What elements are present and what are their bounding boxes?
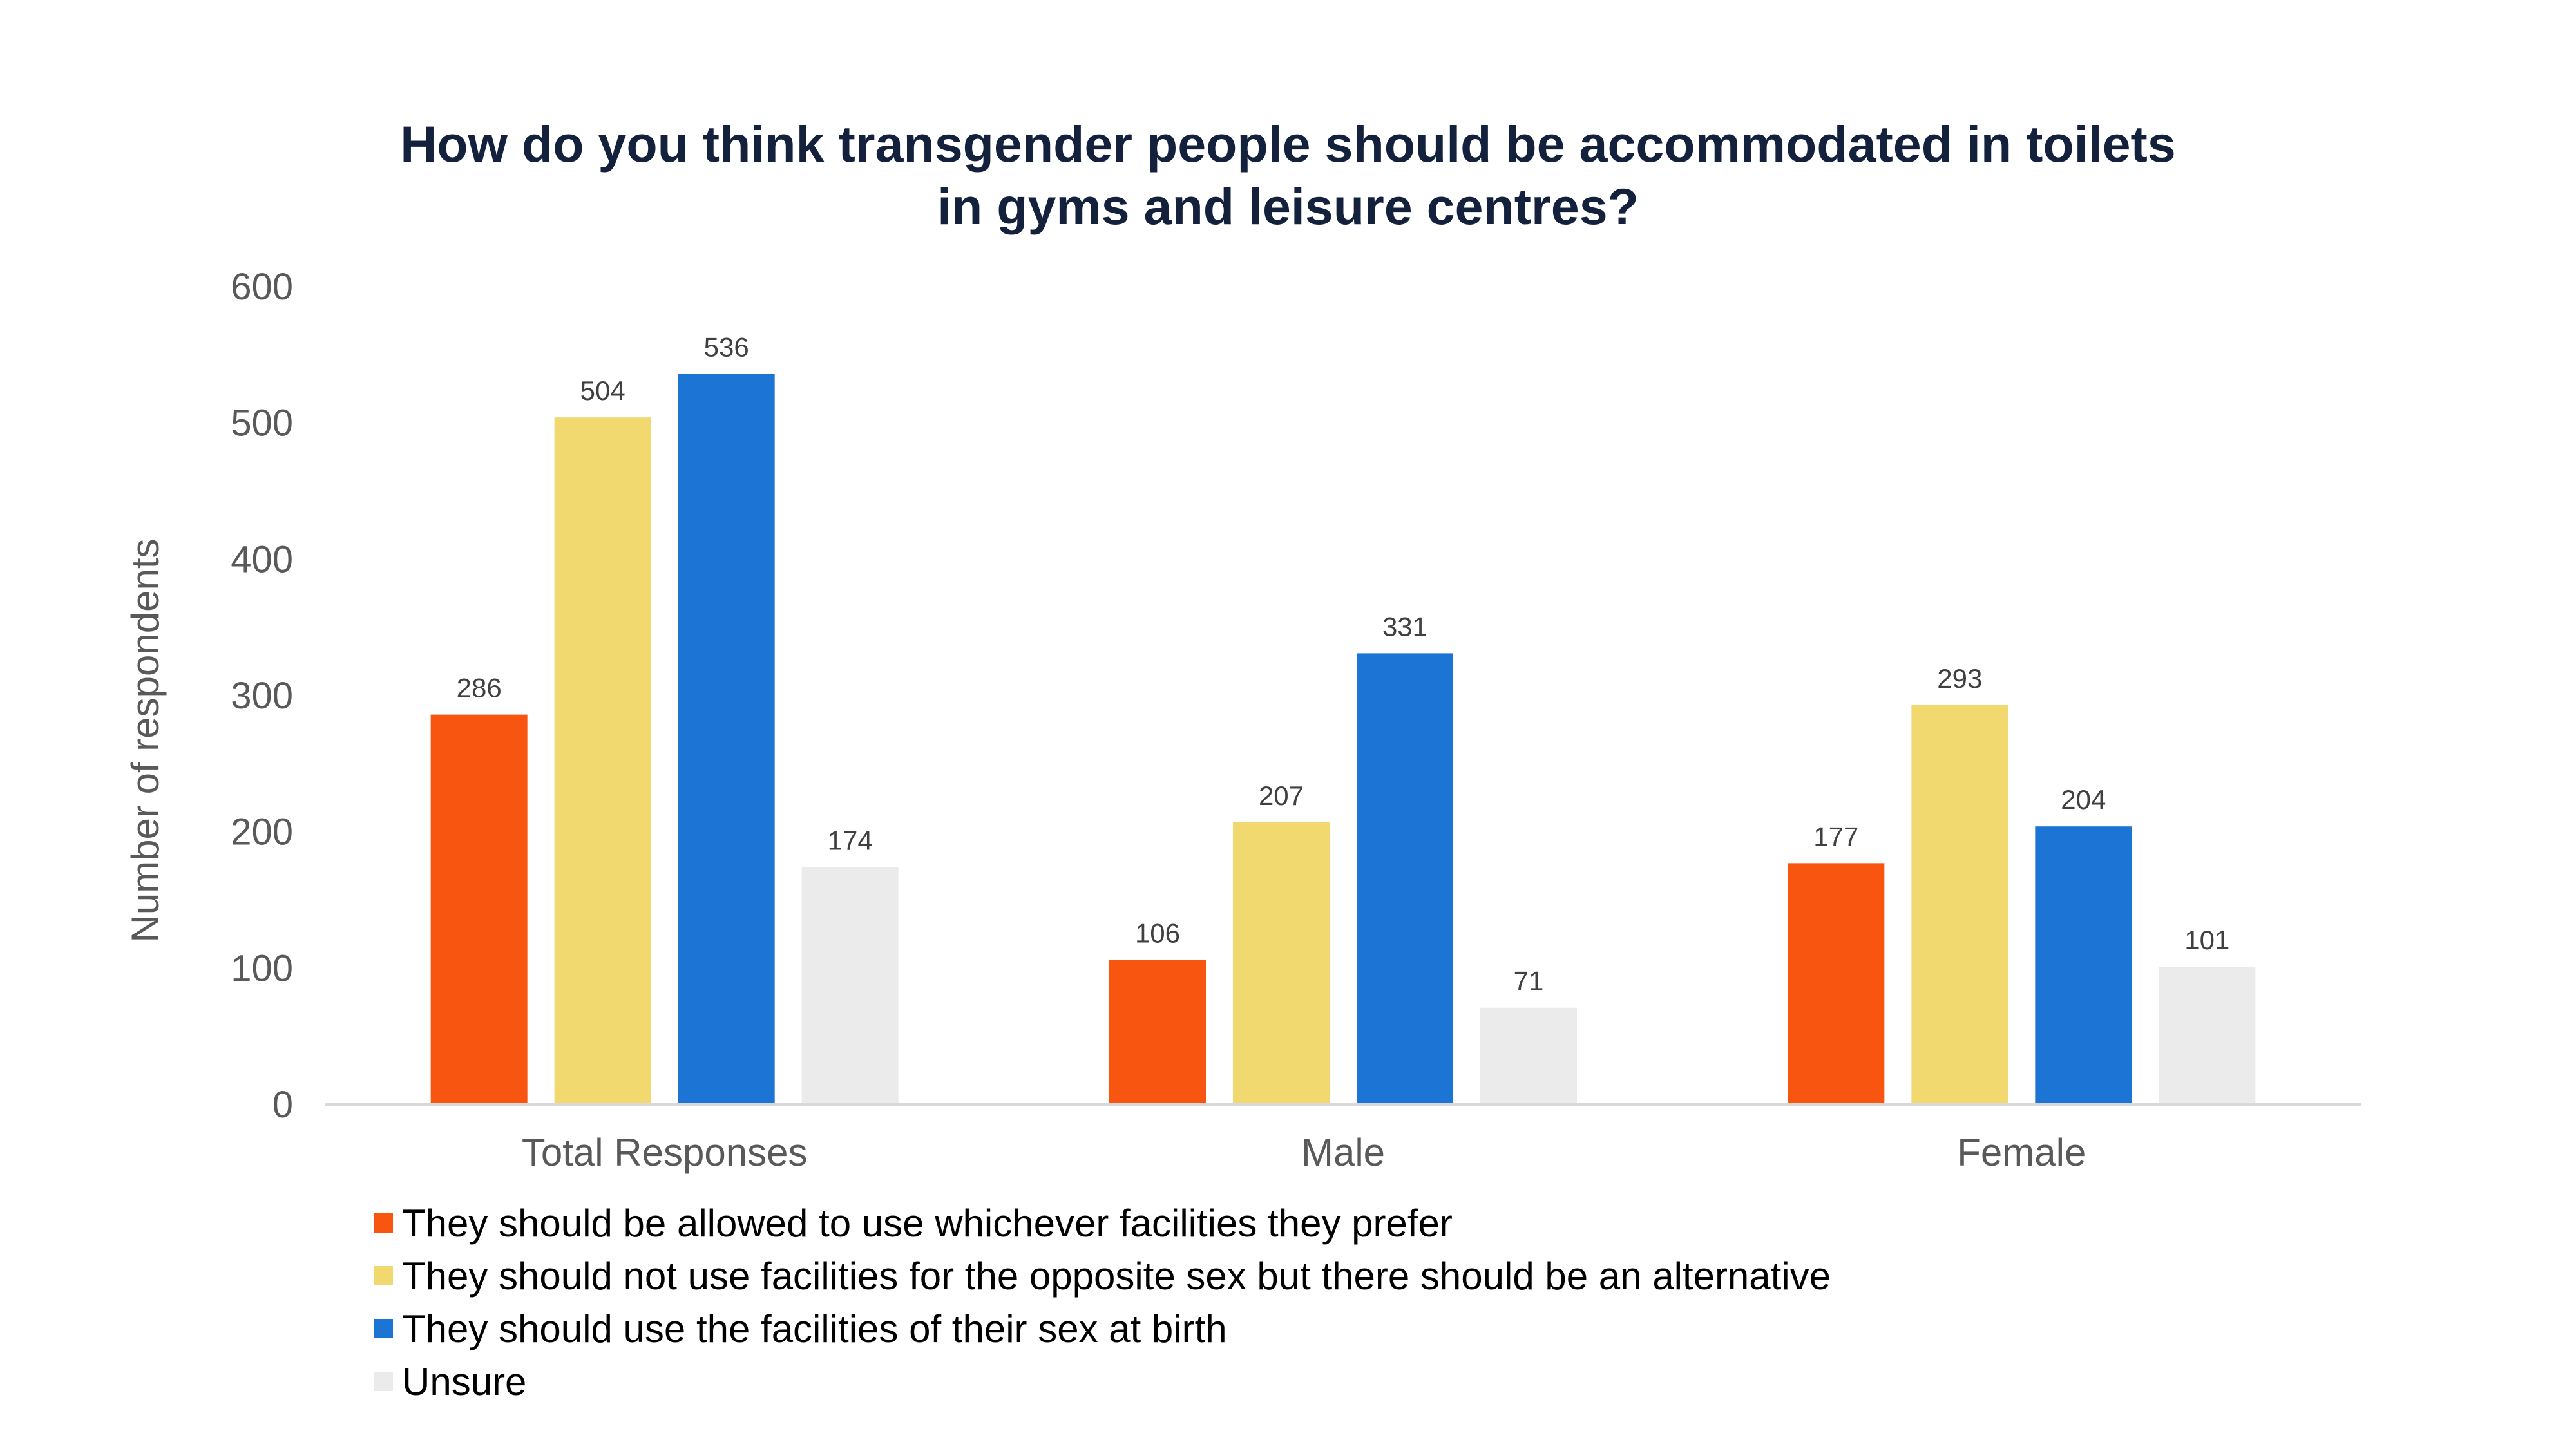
legend-item: They should be allowed to use whichever … xyxy=(374,1197,1831,1249)
legend-label: They should be allowed to use whichever … xyxy=(402,1201,1453,1245)
x-tick-label: Male xyxy=(1301,1131,1385,1174)
legend-item: They should use the facilities of their … xyxy=(374,1302,1831,1355)
bar xyxy=(430,714,528,1104)
bar-value-label: 204 xyxy=(2061,784,2106,815)
bar xyxy=(1233,822,1330,1104)
bar xyxy=(1911,705,2008,1104)
bar xyxy=(801,867,899,1104)
chart-title-line-2: in gyms and leisure centres? xyxy=(937,178,1639,235)
bar xyxy=(678,374,775,1104)
bar xyxy=(1788,863,1885,1104)
bar-value-label: 331 xyxy=(1382,611,1427,641)
x-axis-ticks: Total Responses Male Female xyxy=(522,1131,2086,1174)
x-tick-label: Total Responses xyxy=(522,1131,808,1174)
y-tick-label: 0 xyxy=(272,1084,293,1126)
bar-value-labels: 286 504 536 174 106 207 331 71 177 293 204 101 xyxy=(457,332,2230,996)
y-tick-label: 600 xyxy=(231,266,293,308)
bar-value-label: 293 xyxy=(1937,663,1982,694)
legend-swatch xyxy=(374,1213,393,1233)
legend-label: They should not use facilities for the o… xyxy=(402,1254,1831,1298)
legend-swatch xyxy=(374,1266,393,1285)
legend-label: They should use the facilities of their … xyxy=(402,1307,1227,1350)
bar-value-label: 536 xyxy=(704,332,749,362)
bar-value-label: 207 xyxy=(1259,781,1304,811)
legend-item: They should not use facilities for the o… xyxy=(374,1249,1831,1302)
bar xyxy=(1109,960,1206,1104)
bar-value-label: 504 xyxy=(580,375,625,406)
bar-value-label: 174 xyxy=(828,826,873,856)
chart-title-line-1: How do you think transgender people shou… xyxy=(400,115,2176,173)
y-tick-label: 100 xyxy=(231,947,293,989)
x-tick-label: Female xyxy=(1957,1131,2086,1174)
y-tick-label: 200 xyxy=(231,811,293,853)
bar xyxy=(2035,826,2132,1104)
legend-swatch xyxy=(374,1372,393,1391)
bar-value-label: 106 xyxy=(1135,918,1180,949)
bar-value-label: 177 xyxy=(1813,821,1858,851)
legend-swatch xyxy=(374,1319,393,1338)
bar xyxy=(1357,653,1453,1104)
chart-legend: They should be allowed to use whichever … xyxy=(374,1197,1831,1408)
y-axis-ticks: 0 100 200 300 400 500 600 xyxy=(231,266,293,1126)
bar xyxy=(554,417,651,1105)
y-tick-label: 400 xyxy=(231,538,293,580)
legend-label: Unsure xyxy=(402,1359,527,1403)
bar-value-label: 286 xyxy=(457,673,502,703)
bar-chart-plot: 0 100 200 300 400 500 600 286 504 536 174 106 207 33… xyxy=(124,266,2361,1174)
bar xyxy=(1480,1007,1577,1104)
y-tick-label: 300 xyxy=(231,675,293,717)
y-tick-label: 500 xyxy=(231,402,293,444)
bar xyxy=(2159,967,2256,1104)
bar-value-label: 101 xyxy=(2184,925,2229,955)
bar-value-label: 71 xyxy=(1514,966,1544,996)
y-axis-label: Number of respondents xyxy=(124,538,167,942)
legend-item: Unsure xyxy=(374,1355,1831,1408)
bars xyxy=(430,374,2256,1105)
